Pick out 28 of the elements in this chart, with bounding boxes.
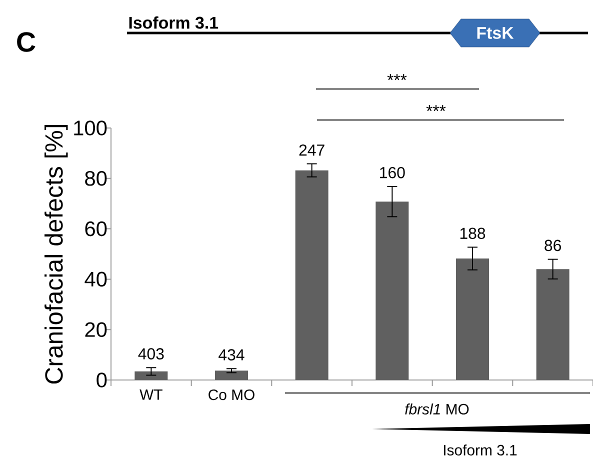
bar — [134, 371, 168, 380]
y-tick-label: 60 — [85, 221, 107, 236]
y-axis-title: Craniofacial defects [%] — [44, 125, 68, 384]
text: C — [17, 32, 36, 52]
text: Isoform 3.1 — [129, 16, 218, 29]
y-tick-label: 40 — [84, 272, 107, 287]
annotation: 247 — [299, 144, 324, 156]
text: *** — [426, 105, 446, 112]
text: fbrsl1 MO — [405, 404, 469, 414]
y-tick-label: 100 — [74, 120, 107, 136]
x-tick-label: WT — [140, 390, 162, 400]
annotation: 160 — [380, 166, 405, 178]
bar — [536, 269, 570, 380]
annotation: 403 — [138, 348, 164, 360]
text: *** — [387, 74, 407, 80]
annotation: 188 — [460, 228, 486, 239]
bar — [456, 258, 489, 380]
y-tick-label: 0 — [96, 372, 107, 388]
text: Isoform 3.1 — [444, 444, 517, 456]
bar — [295, 170, 328, 380]
bar — [215, 370, 248, 380]
bar — [376, 202, 409, 380]
y-tick-label: 80 — [85, 170, 107, 186]
text: FtsK — [477, 27, 514, 39]
annotation: 86 — [544, 240, 561, 252]
y-tick-label: 20 — [85, 322, 107, 338]
annotation: 434 — [218, 349, 244, 360]
x-tick-label: Co MO — [208, 390, 254, 400]
